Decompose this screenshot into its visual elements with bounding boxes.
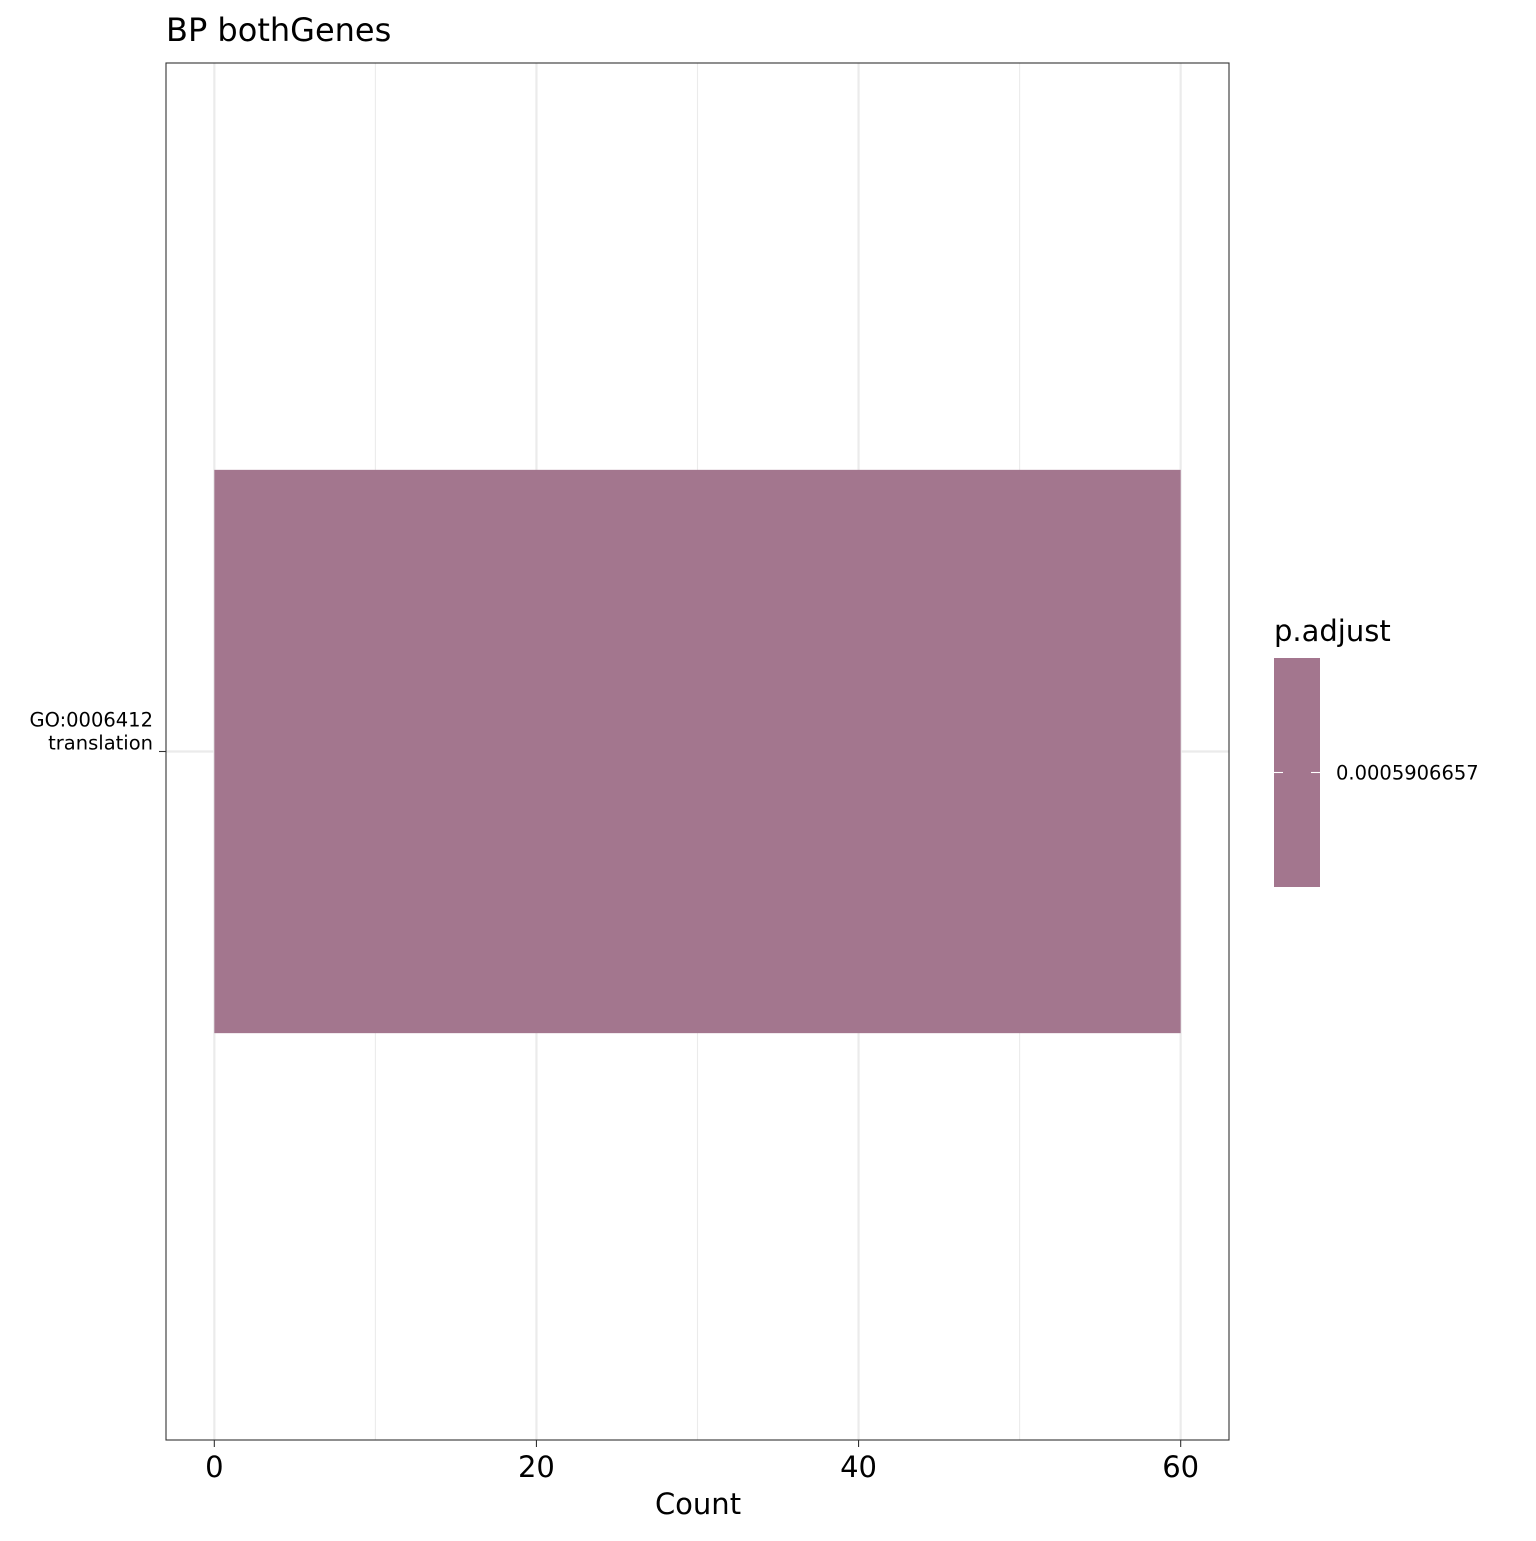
x-tick-label: 20 — [518, 1450, 555, 1484]
y-tick-label: GO:0006412 translation — [29, 709, 153, 755]
bar — [214, 469, 1181, 1034]
chart-title: BP bothGenes — [166, 11, 391, 49]
x-axis-label: Count — [655, 1487, 741, 1521]
legend: p.adjust 0.0005906657 — [1274, 614, 1479, 887]
x-tick-label: 40 — [840, 1450, 877, 1484]
x-tick-label: 60 — [1162, 1450, 1199, 1484]
x-tick-label: 0 — [205, 1450, 223, 1484]
legend-title: p.adjust — [1274, 614, 1391, 648]
legend-label: 0.0005906657 — [1336, 762, 1479, 785]
plot-area: 0 20 40 60 GO:0006412 translation — [29, 62, 1230, 1484]
